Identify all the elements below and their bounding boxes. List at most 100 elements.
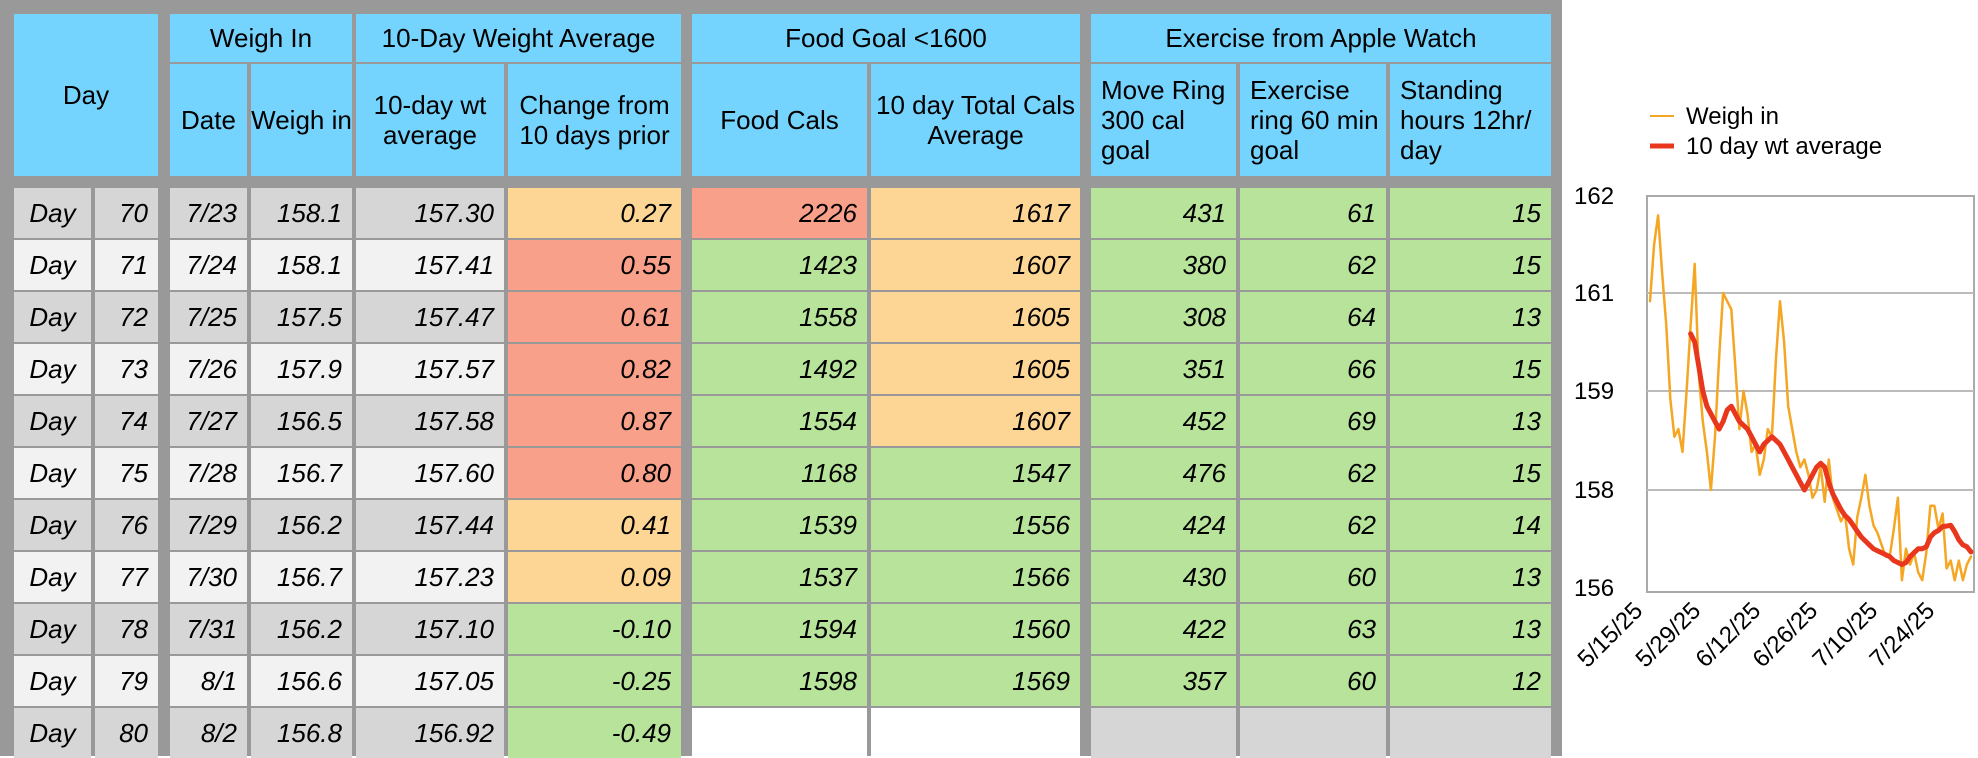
exercise-ring-cell[interactable]: 61 (1240, 188, 1386, 238)
standing-hours-cell[interactable]: 15 (1390, 240, 1551, 290)
change-cell[interactable]: -0.49 (508, 708, 681, 758)
food-cals-cell[interactable]: 1537 (692, 552, 867, 602)
food-average-cell[interactable]: 1547 (871, 448, 1080, 498)
change-cell[interactable]: 0.87 (508, 396, 681, 446)
change-cell[interactable]: 0.61 (508, 292, 681, 342)
day-label[interactable]: Day (14, 552, 91, 602)
day-number[interactable]: 79 (95, 656, 158, 706)
exercise-ring-cell[interactable]: 62 (1240, 448, 1386, 498)
standing-hours-cell[interactable]: 15 (1390, 188, 1551, 238)
average-cell[interactable]: 157.05 (356, 656, 504, 706)
move-ring-cell[interactable]: 452 (1091, 396, 1236, 446)
change-cell[interactable]: 0.27 (508, 188, 681, 238)
average-cell[interactable]: 157.23 (356, 552, 504, 602)
food-average-cell[interactable]: 1607 (871, 240, 1080, 290)
food-average-cell[interactable]: 1617 (871, 188, 1080, 238)
date-cell[interactable]: 7/30 (170, 552, 247, 602)
move-ring-cell[interactable]: 424 (1091, 500, 1236, 550)
day-number[interactable]: 70 (95, 188, 158, 238)
food-average-cell[interactable]: 1560 (871, 604, 1080, 654)
move-ring-cell[interactable]: 357 (1091, 656, 1236, 706)
date-cell[interactable]: 7/29 (170, 500, 247, 550)
average-cell[interactable]: 156.92 (356, 708, 504, 758)
weigh-in-cell[interactable]: 156.6 (251, 656, 352, 706)
day-number[interactable]: 77 (95, 552, 158, 602)
food-average-cell[interactable]: 1607 (871, 396, 1080, 446)
weigh-in-cell[interactable]: 156.8 (251, 708, 352, 758)
day-label[interactable]: Day (14, 604, 91, 654)
weigh-in-cell[interactable]: 156.2 (251, 500, 352, 550)
weigh-in-cell[interactable]: 158.1 (251, 188, 352, 238)
date-cell[interactable]: 7/31 (170, 604, 247, 654)
change-cell[interactable]: 0.41 (508, 500, 681, 550)
food-average-cell[interactable]: 1569 (871, 656, 1080, 706)
day-label[interactable]: Day (14, 500, 91, 550)
average-cell[interactable]: 157.47 (356, 292, 504, 342)
food-cals-cell[interactable]: 1539 (692, 500, 867, 550)
day-number[interactable]: 74 (95, 396, 158, 446)
average-cell[interactable]: 157.60 (356, 448, 504, 498)
day-label[interactable]: Day (14, 240, 91, 290)
average-cell[interactable]: 157.10 (356, 604, 504, 654)
day-label[interactable]: Day (14, 292, 91, 342)
exercise-ring-cell[interactable]: 66 (1240, 344, 1386, 394)
change-cell[interactable]: 0.80 (508, 448, 681, 498)
date-cell[interactable]: 7/23 (170, 188, 247, 238)
exercise-ring-cell[interactable]: 62 (1240, 240, 1386, 290)
day-number[interactable]: 76 (95, 500, 158, 550)
date-cell[interactable]: 8/1 (170, 656, 247, 706)
average-cell[interactable]: 157.57 (356, 344, 504, 394)
day-number[interactable]: 78 (95, 604, 158, 654)
day-label[interactable]: Day (14, 656, 91, 706)
food-average-cell[interactable] (871, 708, 1080, 758)
change-cell[interactable]: 0.09 (508, 552, 681, 602)
move-ring-cell[interactable]: 351 (1091, 344, 1236, 394)
day-number[interactable]: 75 (95, 448, 158, 498)
weigh-in-cell[interactable]: 156.5 (251, 396, 352, 446)
food-average-cell[interactable]: 1605 (871, 344, 1080, 394)
standing-hours-cell[interactable]: 15 (1390, 344, 1551, 394)
weigh-in-cell[interactable]: 157.5 (251, 292, 352, 342)
change-cell[interactable]: -0.25 (508, 656, 681, 706)
day-number[interactable]: 73 (95, 344, 158, 394)
standing-hours-cell[interactable]: 13 (1390, 604, 1551, 654)
average-cell[interactable]: 157.58 (356, 396, 504, 446)
average-cell[interactable]: 157.41 (356, 240, 504, 290)
weigh-in-cell[interactable]: 156.7 (251, 448, 352, 498)
standing-hours-cell[interactable]: 13 (1390, 396, 1551, 446)
standing-hours-cell[interactable]: 13 (1390, 552, 1551, 602)
move-ring-cell[interactable]: 380 (1091, 240, 1236, 290)
day-number[interactable]: 72 (95, 292, 158, 342)
average-cell[interactable]: 157.44 (356, 500, 504, 550)
food-cals-cell[interactable]: 1554 (692, 396, 867, 446)
move-ring-cell[interactable]: 431 (1091, 188, 1236, 238)
move-ring-cell[interactable]: 430 (1091, 552, 1236, 602)
standing-hours-cell[interactable]: 14 (1390, 500, 1551, 550)
day-number[interactable]: 71 (95, 240, 158, 290)
date-cell[interactable]: 7/27 (170, 396, 247, 446)
weigh-in-cell[interactable]: 158.1 (251, 240, 352, 290)
exercise-ring-cell[interactable]: 64 (1240, 292, 1386, 342)
weigh-in-cell[interactable]: 156.2 (251, 604, 352, 654)
standing-hours-cell[interactable]: 15 (1390, 448, 1551, 498)
standing-hours-cell[interactable]: 13 (1390, 292, 1551, 342)
date-cell[interactable]: 7/24 (170, 240, 247, 290)
food-cals-cell[interactable]: 1168 (692, 448, 867, 498)
exercise-ring-cell[interactable] (1240, 708, 1386, 758)
food-cals-cell[interactable]: 1558 (692, 292, 867, 342)
move-ring-cell[interactable]: 308 (1091, 292, 1236, 342)
date-cell[interactable]: 7/26 (170, 344, 247, 394)
food-cals-cell[interactable]: 1598 (692, 656, 867, 706)
date-cell[interactable]: 7/28 (170, 448, 247, 498)
food-average-cell[interactable]: 1556 (871, 500, 1080, 550)
food-cals-cell[interactable] (692, 708, 867, 758)
exercise-ring-cell[interactable]: 60 (1240, 552, 1386, 602)
move-ring-cell[interactable]: 476 (1091, 448, 1236, 498)
change-cell[interactable]: 0.82 (508, 344, 681, 394)
day-label[interactable]: Day (14, 448, 91, 498)
move-ring-cell[interactable]: 422 (1091, 604, 1236, 654)
change-cell[interactable]: -0.10 (508, 604, 681, 654)
exercise-ring-cell[interactable]: 62 (1240, 500, 1386, 550)
food-cals-cell[interactable]: 1594 (692, 604, 867, 654)
day-label[interactable]: Day (14, 708, 91, 758)
